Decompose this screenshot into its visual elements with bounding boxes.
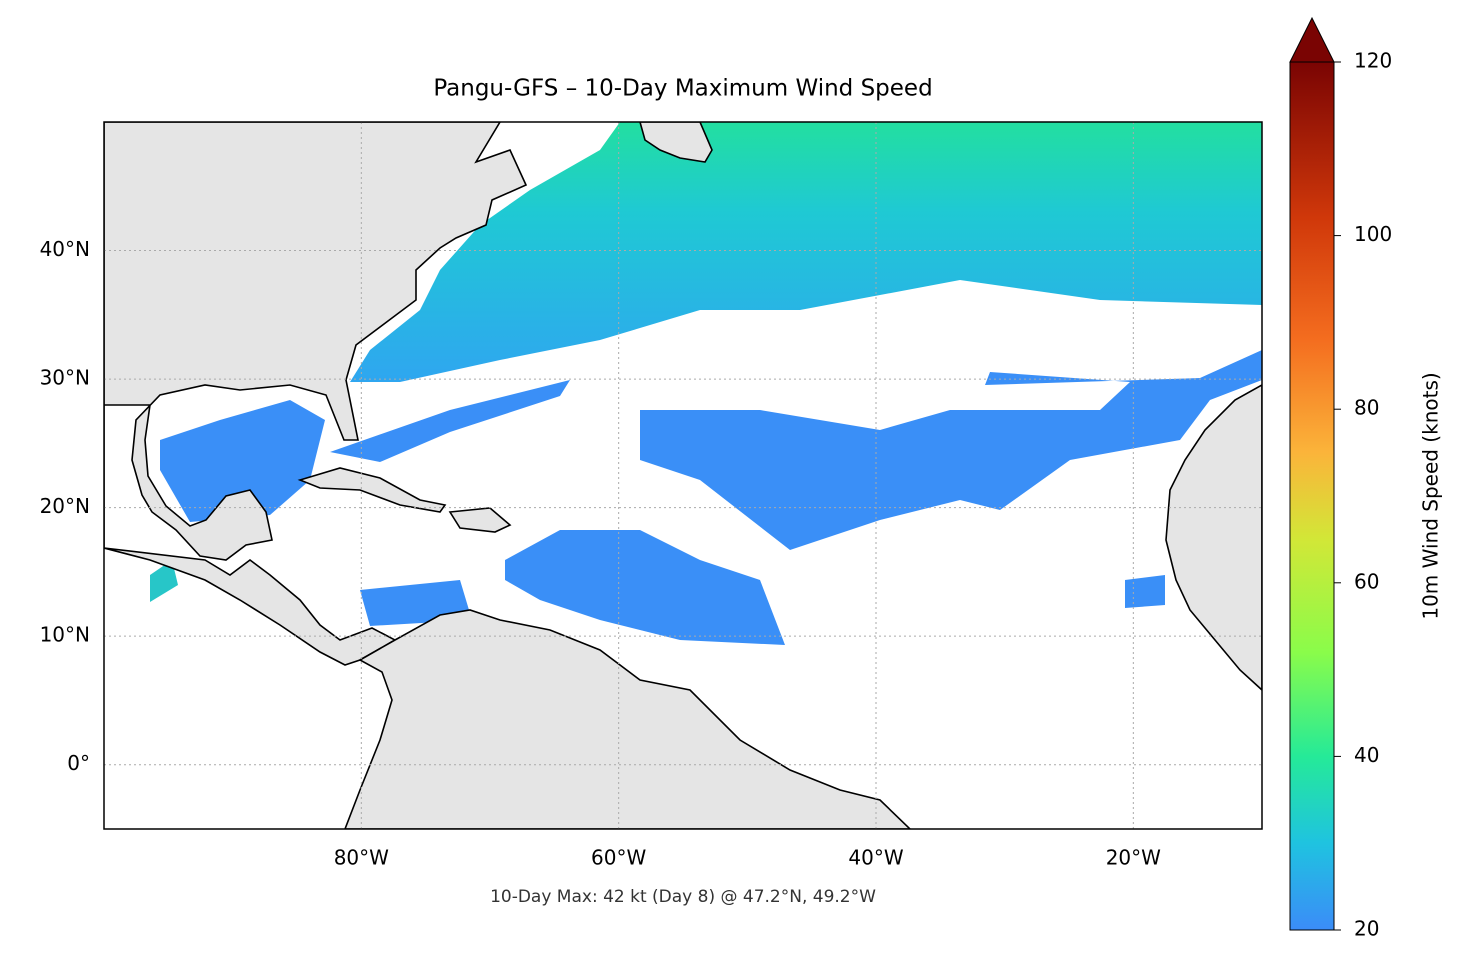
wind-region xyxy=(640,350,1262,550)
north-america xyxy=(104,122,528,666)
south-america xyxy=(344,609,912,829)
colorbar-tick-label: 20 xyxy=(1354,917,1379,941)
map-frame xyxy=(103,121,1263,830)
wind-region xyxy=(505,530,785,645)
colorbar xyxy=(1289,61,1335,931)
wind-region xyxy=(150,560,178,602)
cuba xyxy=(297,467,447,513)
wind-region xyxy=(350,122,1262,382)
wind-region xyxy=(160,400,325,522)
chart-title: Pangu-GFS – 10-Day Maximum Wind Speed xyxy=(433,76,932,102)
newfoundland xyxy=(639,122,713,163)
wind-region xyxy=(330,380,570,462)
map-area xyxy=(104,122,1262,829)
x-tick-label: 80°W xyxy=(334,846,389,870)
x-tick-label: 40°W xyxy=(848,846,903,870)
x-tick-label: 20°W xyxy=(1106,846,1161,870)
land xyxy=(104,122,1262,829)
gridlines xyxy=(104,122,1262,829)
colorbar-extend xyxy=(1289,16,1335,63)
hispaniola xyxy=(448,507,512,533)
colorbar-tick-label: 100 xyxy=(1354,222,1392,246)
y-tick-label: 20°N xyxy=(40,494,90,518)
colorbar-tick-label: 40 xyxy=(1354,743,1379,767)
y-tick-label: 30°N xyxy=(40,366,90,390)
annotation: 10-Day Max: 42 kt (Day 8) @ 47.2°N, 49.2… xyxy=(490,887,876,907)
x-tick-label: 60°W xyxy=(591,846,646,870)
y-tick-label: 10°N xyxy=(40,623,90,647)
wind-region xyxy=(1125,575,1165,608)
colorbar-tick-label: 60 xyxy=(1354,569,1379,593)
africa xyxy=(1165,384,1262,692)
colorbar-label: 10m Wind Speed (knots) xyxy=(1419,372,1443,619)
colorbar-tick-label: 120 xyxy=(1354,49,1392,73)
colorbar-tick-label: 80 xyxy=(1354,396,1379,420)
y-tick-label: 40°N xyxy=(40,237,90,261)
y-tick-label: 0° xyxy=(67,751,90,775)
